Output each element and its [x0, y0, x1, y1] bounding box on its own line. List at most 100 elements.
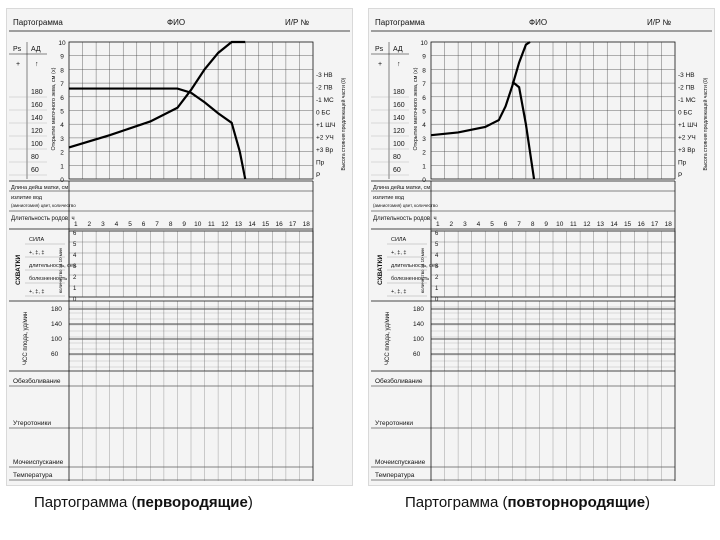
fhr-scale-value: 100: [51, 336, 62, 343]
hour-number: 14: [610, 221, 618, 228]
vitals-scale-value: 180: [393, 89, 405, 96]
contraction-scale-value: 3: [435, 264, 439, 270]
dilation-scale-value: 1: [422, 163, 426, 170]
caption-multiparous: Партограмма (повторнородящие): [405, 494, 650, 511]
fetal-length-label: Длина дейш матки, см: [11, 184, 68, 191]
hour-number: 7: [517, 221, 521, 228]
dilation-scale-value: 9: [422, 54, 426, 61]
hour-number: 4: [477, 221, 481, 228]
hour-number: 17: [651, 221, 659, 228]
hour-number: 13: [597, 221, 605, 228]
head-station-label: +1 ШЧ: [678, 122, 698, 129]
fhr-scale-value: 140: [51, 321, 62, 328]
fhr-scale-value: 60: [413, 351, 421, 358]
head-station-label: -1 МС: [316, 97, 334, 104]
contraction-scale-value: 2: [73, 275, 77, 281]
hour-number: 12: [583, 221, 591, 228]
contraction-scale-value: 4: [73, 253, 77, 259]
head-descent-curve: [69, 87, 247, 180]
hour-number: 3: [101, 221, 105, 228]
contraction-scale-value: 5: [73, 242, 77, 248]
vitals-scale-value: 140: [393, 115, 405, 122]
hour-number: 15: [624, 221, 632, 228]
head-station-label: 0 БС: [678, 110, 693, 117]
form-title: Партограмма: [375, 18, 425, 27]
vitals-scale-value: 80: [31, 154, 39, 161]
contraction-scale-value: 2: [435, 275, 439, 281]
fio-label: ФИО: [529, 18, 547, 27]
hour-number: 9: [182, 221, 186, 228]
vitals-scale-value: 80: [393, 154, 401, 161]
partogram-form-multiparous: Партограмма ФИО И/Р № Ps АД + ↑ 180 160 140 120 100…: [368, 8, 715, 486]
contraction-scale-label: количество за 10 мин: [420, 248, 425, 293]
hour-number: 13: [235, 221, 243, 228]
vitals-scale-value: 120: [393, 128, 405, 135]
vitals-scale-value: 100: [31, 141, 43, 148]
analgesia-label: Обезболивание: [13, 377, 61, 385]
head-descent-curve: [511, 80, 536, 180]
hour-number: 10: [194, 221, 202, 228]
head-station-label: +3 Вр: [316, 147, 334, 154]
contraction-scale-value: 1: [73, 286, 77, 292]
contraction-row-label: СИЛА: [391, 237, 407, 243]
amniotic-fluid-label: излитие вод: [373, 195, 405, 201]
dilation-scale-value: 4: [60, 122, 64, 129]
fhr-scale-value: 140: [413, 321, 424, 328]
contraction-scale-value: 4: [435, 253, 439, 259]
hour-number: 14: [248, 221, 256, 228]
urination-label: Мочеиспускание: [375, 459, 426, 466]
head-station-label: -1 МС: [678, 97, 696, 104]
vitals-scale-value: 180: [31, 89, 43, 96]
ps-label: Ps: [13, 46, 22, 53]
cervical-dilation-curve: [68, 40, 246, 149]
hour-number: 8: [531, 221, 535, 228]
contraction-row-label: +, ‡, ‡: [391, 289, 406, 295]
dilation-scale-value: 6: [60, 95, 64, 102]
contractions-label: СХВАТКИ: [377, 255, 384, 285]
uterotonics-label: Утеротоники: [13, 420, 51, 427]
caption-primiparous-main: Партограмма (: [34, 494, 137, 511]
caption-primiparous: Партограмма (первородящие): [34, 494, 253, 511]
dilation-scale-value: 7: [60, 81, 64, 88]
hour-number: 11: [208, 221, 215, 228]
temperature-label: Температура: [375, 472, 415, 479]
hour-number: 16: [637, 221, 645, 228]
contraction-scale-value: 5: [435, 242, 439, 248]
dilation-scale-value: 7: [422, 81, 426, 88]
fhr-scale-value: 100: [413, 336, 424, 343]
contraction-scale-value: 0: [73, 297, 77, 303]
dilation-scale-value: 10: [58, 40, 66, 47]
contraction-row-label: болезненность: [391, 276, 429, 282]
contraction-row-label: СИЛА: [29, 237, 45, 243]
dilation-scale-value: 8: [422, 67, 426, 74]
partogram-form-primiparous: Партограмма ФИО И/Р № Ps АД + ↑ 180 160 140 120 100…: [6, 8, 353, 486]
dilation-scale-value: 3: [422, 136, 426, 143]
contraction-row-label: +, ‡, ‡: [391, 250, 406, 256]
head-station-axis-label: Высота стояния предлежащей части (0): [702, 77, 709, 170]
form-title: Партограмма: [13, 18, 63, 27]
dilation-scale-value: 4: [422, 122, 426, 129]
hour-number: 7: [155, 221, 159, 228]
fhr-scale-value: 180: [413, 306, 424, 313]
dilation-scale-value: 0: [422, 177, 426, 184]
labor-duration-label: Длительность родов, ч: [11, 216, 75, 222]
hour-number: 18: [665, 221, 673, 228]
ps-sign: +: [378, 61, 382, 68]
dilation-axis-label: Открытие маточного зева, см (x): [51, 67, 57, 150]
vitals-scale-value: 120: [31, 128, 43, 135]
ad-label: АД: [31, 46, 41, 53]
history-number-label: И/Р №: [647, 18, 672, 27]
head-station-label: Р: [316, 172, 320, 179]
temperature-label: Температура: [13, 472, 53, 479]
hour-number: 12: [221, 221, 229, 228]
hour-number: 2: [88, 221, 92, 228]
vitals-scale-value: 60: [393, 167, 401, 174]
history-number-label: И/Р №: [285, 18, 310, 27]
contraction-row-label: болезненность: [29, 276, 67, 282]
dilation-scale-value: 6: [422, 95, 426, 102]
hour-number: 5: [128, 221, 132, 228]
hour-number: 8: [169, 221, 173, 228]
fhr-scale-value: 60: [51, 351, 59, 358]
